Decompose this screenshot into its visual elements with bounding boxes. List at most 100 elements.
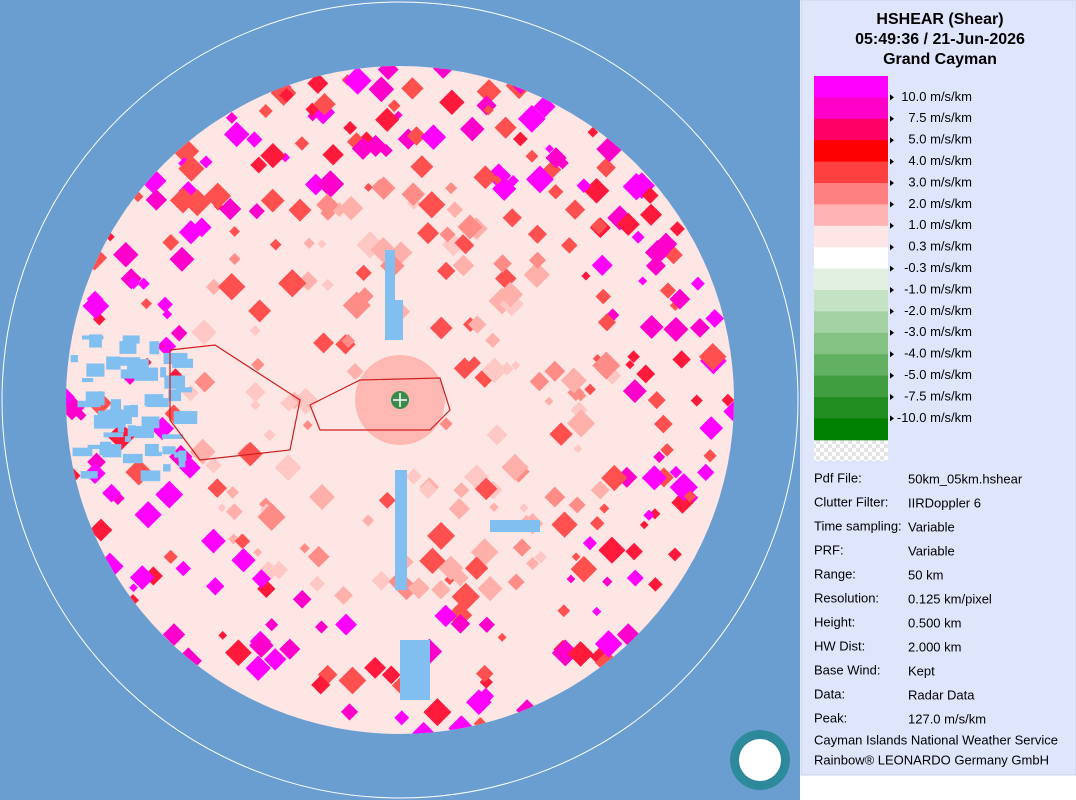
echo-cell <box>647 391 666 410</box>
echo-cell <box>137 277 150 290</box>
echo-cell <box>511 360 521 370</box>
echo-cell <box>667 547 682 562</box>
echo-cell <box>699 416 724 440</box>
echo-cell <box>598 536 626 564</box>
legend-label: 10.0 m/s/km <box>901 89 972 104</box>
clutter <box>120 369 142 379</box>
echo-cell <box>351 137 375 160</box>
footer-line: Cayman Islands National Weather Service <box>814 732 1058 747</box>
legend-swatch <box>814 332 888 355</box>
clutter <box>123 405 139 418</box>
echo-cell <box>723 400 734 423</box>
echo-cell <box>375 107 400 132</box>
clutter <box>168 389 182 402</box>
echo-cell <box>311 675 331 695</box>
legend-swatch <box>814 290 888 312</box>
legend-label: -5.0 m/s/km <box>904 367 972 382</box>
echo-cell <box>548 184 564 200</box>
clutter <box>72 447 93 457</box>
echo-cell <box>381 665 401 685</box>
legend-tick <box>890 394 894 400</box>
echo-cell <box>545 147 567 169</box>
clutter <box>81 378 94 383</box>
echo-cell <box>248 299 272 323</box>
echo-cell <box>597 313 617 332</box>
info-value: Kept <box>908 663 935 678</box>
clutter <box>119 341 137 354</box>
echo-cell <box>401 77 424 100</box>
echo-cell <box>639 315 664 339</box>
echo-cell <box>162 309 173 320</box>
echo-cell <box>371 570 392 591</box>
echo-cell <box>313 332 335 354</box>
echo-cell <box>434 604 457 628</box>
no-data-swatch <box>814 440 888 461</box>
echo-cell <box>260 143 286 169</box>
legend-swatch <box>814 118 888 141</box>
legend-swatch <box>814 161 888 184</box>
echo-cell <box>489 502 499 512</box>
echo-cell <box>338 195 364 221</box>
echo-cell <box>229 226 240 237</box>
echo-cell <box>343 120 358 135</box>
info-label: Clutter Filter: <box>814 494 888 509</box>
clutter <box>70 355 78 363</box>
echo-cell <box>280 394 298 412</box>
echo-cell <box>549 422 573 446</box>
echo-cell <box>519 503 529 513</box>
echo-cell <box>669 288 691 310</box>
echo-cell <box>576 178 592 193</box>
echo-cell <box>206 577 225 596</box>
echo-cell <box>199 155 213 169</box>
clutter <box>110 399 122 411</box>
echo-cell <box>512 538 532 557</box>
echo-cell <box>405 468 422 485</box>
echo-cell <box>410 155 434 179</box>
echo-cell <box>340 703 359 721</box>
info-value: 0.125 km/pixel <box>908 591 992 606</box>
legend-label: -10.0 m/s/km <box>897 410 972 425</box>
echo-cell <box>248 203 265 220</box>
echo-cell <box>178 155 205 182</box>
info-value: 50 km <box>908 567 943 582</box>
echo-cell <box>346 363 364 380</box>
legend-swatch <box>814 140 888 163</box>
echo-cell <box>653 450 666 463</box>
info-label: Pdf File: <box>814 470 862 485</box>
clutter <box>173 411 198 424</box>
echo-cell <box>387 99 401 113</box>
info-value: IIRDoppler 6 <box>908 495 981 510</box>
echo-cell <box>454 234 472 252</box>
echo-cell <box>438 555 464 581</box>
echo-cell <box>663 316 689 342</box>
echo-cell <box>599 503 610 514</box>
echo-cell <box>183 189 211 217</box>
echo-cell <box>429 316 453 340</box>
coastline <box>169 344 451 461</box>
legend-swatch <box>814 204 888 227</box>
echo-cell <box>342 291 371 320</box>
echo-cell <box>439 417 453 431</box>
echo-cell <box>377 66 399 81</box>
info-label: Resolution: <box>814 590 879 605</box>
echo-cell <box>626 569 644 587</box>
clutter <box>117 422 125 433</box>
echo-cell <box>590 515 605 531</box>
echo-cell <box>551 511 578 538</box>
echo-cell <box>417 222 440 245</box>
echo-cell <box>418 191 446 219</box>
legend-swatch <box>814 268 888 291</box>
echo-cell <box>194 371 216 393</box>
clutter <box>164 375 186 389</box>
echo-cell <box>526 557 540 571</box>
legend-swatch <box>814 375 888 398</box>
echo-cell <box>643 509 655 521</box>
echo-cell <box>486 163 512 189</box>
clutter <box>80 471 98 479</box>
echo-cell <box>205 456 222 474</box>
echo-cell <box>163 549 178 564</box>
legend-tick <box>890 201 894 208</box>
legend-label: -2.0 m/s/km <box>904 303 972 318</box>
radar-site-cross <box>393 393 407 407</box>
legend-label: 2.0 m/s/km <box>908 196 972 211</box>
